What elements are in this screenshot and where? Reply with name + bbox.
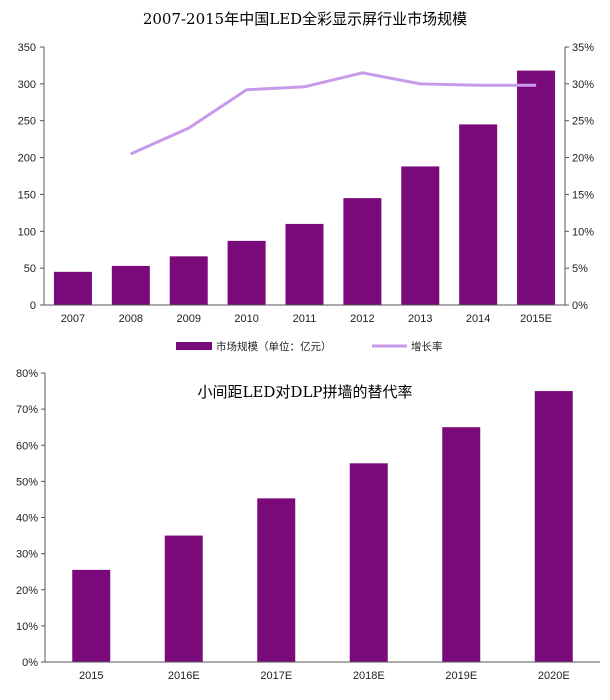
bar-2014 <box>459 124 498 306</box>
x-tick-label: 2011 <box>293 313 317 325</box>
y-tick-label: 30% <box>16 549 38 561</box>
bar-2015 <box>72 569 111 662</box>
growth-rate-line <box>130 71 537 156</box>
legend-label-growth: 增长率 <box>411 340 443 353</box>
y-tick-label: 20% <box>16 585 38 597</box>
bar-2015E <box>517 70 556 306</box>
x-tick-label: 2016E <box>168 670 200 682</box>
x-tick-label: 2020E <box>538 670 570 682</box>
bar-2011 <box>285 223 324 305</box>
bar-2013 <box>401 166 440 305</box>
x-tick-label: 2019E <box>445 670 477 682</box>
chart-market-size: 2007-2015年中国LED全彩显示屏行业市场规模 0 50 100 150 200 2… <box>18 10 595 353</box>
x-tick-label: 2010 <box>234 313 258 325</box>
y-tick-label: 70% <box>16 404 38 416</box>
y-tick-label: 300 <box>18 79 36 91</box>
y-tick-label: 40% <box>16 513 38 525</box>
bar-2010 <box>227 240 266 305</box>
y2-tick-label: 30% <box>572 79 594 91</box>
chart1-y2-axis-ticks: 0% 5% 10% 15% 20% 25% 30% 35% <box>565 42 594 312</box>
y2-tick-label: 5% <box>572 263 588 275</box>
bar-2008 <box>111 265 150 305</box>
legend-swatch-market-size <box>176 342 212 350</box>
y-tick-label: 60% <box>16 440 38 452</box>
y-tick-label: 200 <box>18 153 36 165</box>
x-tick-label: 2012 <box>350 313 374 325</box>
chart1-y-axis-ticks: 0 50 100 150 200 250 300 350 <box>18 42 44 312</box>
chart1-bars <box>53 70 556 306</box>
x-tick-label: 2008 <box>119 313 143 325</box>
bar-2009 <box>169 256 208 305</box>
y-tick-label: 80% <box>16 368 38 380</box>
chart-replacement-rate: 小间距LED对DLP拼墙的替代率 0% 10% 20% 30% 40% 50% 60% 70%… <box>16 368 600 682</box>
chart1-x-axis-ticks: 2007 2008 2009 2010 2011 2012 2013 2014 2015E <box>61 313 552 325</box>
chart2-y-axis-ticks: 0% 10% 20% 30% 40% 50% 60% 70% 80% <box>16 368 45 669</box>
bar-2019E <box>442 427 481 662</box>
bar-2020E <box>534 391 573 662</box>
x-tick-label: 2018E <box>353 670 385 682</box>
bar-2012 <box>343 198 382 305</box>
y2-tick-label: 35% <box>572 42 594 54</box>
x-tick-label: 2015E <box>520 313 552 325</box>
chart2-x-axis-ticks: 2015 2016E 2017E 2018E 2019E 2020E <box>79 670 570 682</box>
x-tick-label: 2013 <box>408 313 432 325</box>
x-tick-label: 2009 <box>176 313 200 325</box>
x-tick-label: 2014 <box>466 313 490 325</box>
y2-tick-label: 15% <box>572 189 594 201</box>
bar-2017E <box>257 498 296 662</box>
y-tick-label: 10% <box>16 621 38 633</box>
y-tick-label: 250 <box>18 116 36 128</box>
y-tick-label: 350 <box>18 42 36 54</box>
bar-2016E <box>164 535 203 662</box>
y-tick-label: 100 <box>18 226 36 238</box>
bar-2007 <box>53 271 92 305</box>
y-tick-label: 150 <box>18 189 36 201</box>
chart2-bars <box>72 391 573 662</box>
y2-tick-label: 20% <box>572 153 594 165</box>
bar-2018E <box>349 463 388 662</box>
x-tick-label: 2015 <box>79 670 103 682</box>
x-tick-label: 2007 <box>61 313 85 325</box>
x-tick-label: 2017E <box>260 670 292 682</box>
y2-tick-label: 10% <box>572 226 594 238</box>
chart1-title: 2007-2015年中国LED全彩显示屏行业市场规模 <box>143 10 467 28</box>
y-tick-label: 50% <box>16 476 38 488</box>
chart1-growth-line <box>130 71 537 156</box>
y2-tick-label: 25% <box>572 116 594 128</box>
y-tick-label: 0% <box>22 657 38 669</box>
chart1-legend: 市场规模（单位：亿元） 增长率 <box>176 340 443 353</box>
legend-label-market-size: 市场规模（单位：亿元） <box>216 340 332 353</box>
y-tick-label: 0 <box>30 300 36 312</box>
y2-tick-label: 0% <box>572 300 588 312</box>
chart2-title: 小间距LED对DLP拼墙的替代率 <box>197 383 412 401</box>
y-tick-label: 50 <box>24 263 36 275</box>
